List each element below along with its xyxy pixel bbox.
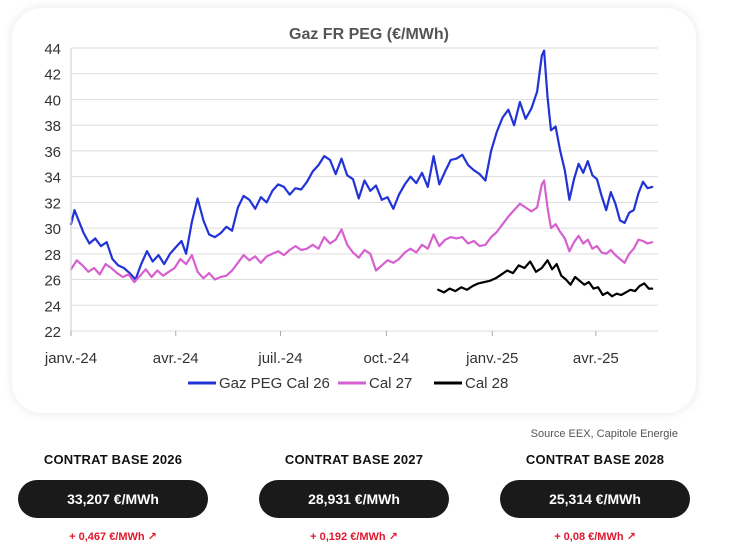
contract-title: CONTRAT BASE 2027 (284, 452, 424, 467)
grid-layer (71, 47, 658, 332)
source-note: Source EEX, Capitole Energie (530, 428, 678, 440)
arrow-up-right-icon: ↗ (626, 531, 636, 543)
y-tick-label: 32 (44, 195, 61, 212)
legend: Gaz PEG Cal 26 Cal 27 Cal 28 (188, 375, 508, 392)
y-tick-label: 30 (44, 221, 61, 238)
contract-change: + 0,08 €/MWh ↗ (500, 530, 690, 543)
series-layer (69, 49, 654, 298)
contract-title: CONTRAT BASE 2026 (43, 452, 183, 467)
x-tick-label: juil.-24 (257, 350, 302, 367)
contract-title: CONTRAT BASE 2028 (525, 452, 665, 467)
contract-2028: CONTRAT BASE 2028 25,314 €/MWh + 0,08 €/… (500, 452, 690, 543)
price-chart: Gaz FR PEG (€/MWh) 22 24 26 28 30 32 34 36 38 40 4… (44, 26, 658, 392)
x-tick-label: janv.-24 (44, 350, 97, 367)
x-tick-label: avr.-24 (153, 350, 199, 367)
contract-price-pill: 33,207 €/MWh (18, 480, 208, 518)
contract-change-value: + 0,08 €/MWh (554, 531, 624, 543)
contract-price-pill: 25,314 €/MWh (500, 480, 690, 518)
y-tick-label: 42 (44, 67, 61, 84)
y-tick-label: 24 (44, 298, 61, 315)
contract-change: + 0,192 €/MWh ↗ (259, 530, 449, 543)
y-tick-label: 22 (44, 324, 61, 341)
legend-label: Cal 28 (465, 375, 508, 392)
y-tick-label: 40 (44, 92, 61, 109)
y-tick-label: 38 (44, 118, 61, 135)
series-line-1 (69, 49, 654, 281)
legend-label: Cal 27 (369, 375, 412, 392)
contract-change: + 0,467 €/MWh ↗ (18, 530, 208, 543)
axis-layer: 22 24 26 28 30 32 34 36 38 40 42 44 janv.-24 avr.-24 j… (44, 41, 619, 367)
x-tick-label: janv.-25 (465, 350, 518, 367)
y-tick-label: 26 (44, 273, 61, 290)
contract-change-value: + 0,192 €/MWh (310, 531, 386, 543)
x-tick-label: avr.-25 (573, 350, 619, 367)
chart-title: Gaz FR PEG (€/MWh) (289, 26, 449, 43)
y-tick-label: 44 (44, 41, 61, 58)
contract-change-value: + 0,467 €/MWh (69, 531, 145, 543)
chart-card: Gaz FR PEG (€/MWh) 22 24 26 28 30 32 34 36 38 40 4… (12, 8, 696, 413)
x-tick-label: oct.-24 (363, 350, 409, 367)
contract-price-pill: 28,931 €/MWh (259, 480, 449, 518)
y-tick-label: 28 (44, 247, 61, 264)
y-tick-label: 34 (44, 170, 61, 187)
arrow-up-right-icon: ↗ (388, 531, 398, 543)
contract-2027: CONTRAT BASE 2027 28,931 €/MWh + 0,192 €… (259, 452, 449, 543)
contract-2026: CONTRAT BASE 2026 33,207 €/MWh + 0,467 €… (18, 452, 208, 543)
series-line-3 (437, 259, 654, 298)
y-tick-label: 36 (44, 144, 61, 161)
arrow-up-right-icon: ↗ (147, 531, 157, 543)
legend-label: Gaz PEG Cal 26 (219, 375, 330, 392)
series-line-2 (69, 179, 654, 284)
